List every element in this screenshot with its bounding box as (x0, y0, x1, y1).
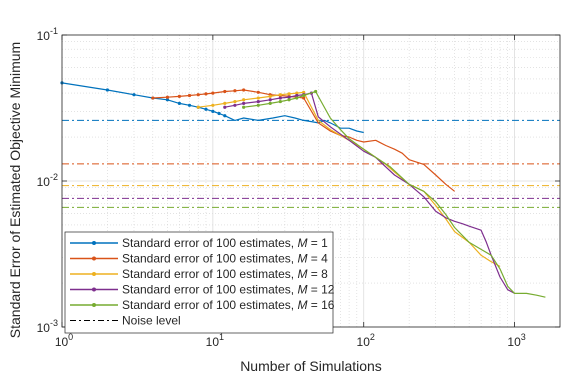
series-line-m16 (243, 90, 546, 298)
series-line-m1 (61, 82, 364, 134)
data-point-m4 (211, 91, 215, 95)
x-tick-label: 101 (206, 332, 224, 349)
data-point-m1 (223, 114, 227, 118)
data-point-m1 (211, 109, 215, 113)
data-point-m12 (287, 95, 291, 99)
x-tick-label: 100 (55, 332, 73, 349)
y-axis-label: Standard Error of Estimated Objective Mi… (7, 42, 23, 338)
tick-labels: 100 101 102 103 10-3 10-2 10-1 (37, 26, 526, 349)
legend-box (64, 231, 334, 334)
data-point-m12 (233, 103, 237, 107)
data-point-m4 (151, 96, 155, 100)
x-tick-label: 103 (507, 332, 525, 349)
legend-swatch-marker (92, 241, 96, 245)
data-point-m1 (204, 107, 208, 111)
data-point-m1 (132, 93, 136, 97)
data-point-m8 (223, 101, 227, 106)
data-point-m8 (278, 93, 282, 97)
data-point-m1 (165, 98, 170, 102)
x-axis-label: Number of Simulations (240, 358, 382, 374)
data-point-m12 (242, 101, 246, 106)
data-point-m16 (278, 99, 282, 104)
legend-swatch-marker (92, 287, 96, 292)
data-point-m16 (268, 101, 272, 106)
legend-label: Noise level (122, 314, 181, 328)
data-point-m8 (211, 103, 215, 107)
data-point-m12 (295, 93, 299, 98)
data-point-m12 (223, 105, 227, 109)
legend-label: Standard error of 100 estimates, M = 12 (122, 283, 335, 297)
data-point-m1 (177, 101, 181, 106)
data-series (60, 81, 546, 298)
data-point-m1 (187, 103, 192, 107)
legend-swatch-marker (92, 303, 96, 307)
data-point-m4 (204, 92, 208, 96)
legend-swatch-marker (92, 272, 96, 276)
data-point-m4 (223, 89, 227, 94)
legend: Standard error of 100 estimates, M = 1 St… (64, 231, 335, 334)
data-point-m4 (177, 94, 181, 98)
data-point-m12 (256, 99, 260, 104)
data-point-m8 (268, 94, 272, 98)
data-point-m8 (302, 90, 306, 94)
legend-label: Standard error of 100 estimates, M = 1 (122, 236, 328, 250)
data-point-m4 (187, 93, 192, 98)
data-point-m8 (196, 105, 200, 109)
data-point-m8 (233, 99, 237, 104)
data-point-m8 (295, 91, 299, 95)
data-point-m8 (287, 92, 291, 96)
legend-label: Standard error of 100 estimates, M = 4 (122, 252, 328, 266)
noise-level-lines (62, 119, 560, 208)
data-point-m4 (165, 95, 170, 99)
data-point-m4 (256, 90, 260, 94)
data-point-m16 (295, 96, 299, 100)
data-point-m16 (287, 98, 291, 102)
data-point-m4 (302, 96, 306, 100)
y-tick-label: 10-3 (37, 318, 58, 335)
data-point-m8 (242, 98, 246, 102)
data-point-m8 (256, 96, 260, 100)
data-point-m16 (242, 105, 246, 109)
legend-label: Standard error of 100 estimates, M = 8 (122, 267, 328, 281)
x-tick-label: 102 (357, 332, 375, 349)
data-point-m4 (233, 89, 237, 93)
data-point-m16 (256, 103, 260, 107)
y-tick-label: 10-1 (37, 26, 58, 43)
data-point-m16 (314, 89, 318, 94)
legend-swatch-marker (92, 256, 96, 261)
data-point-m12 (278, 96, 282, 100)
data-point-m4 (196, 93, 200, 97)
series-line-m12 (224, 92, 515, 294)
data-point-m4 (242, 88, 246, 92)
y-tick-label: 10-2 (37, 172, 58, 189)
data-point-m12 (268, 98, 272, 102)
data-point-m1 (105, 88, 110, 92)
legend-label: Standard error of 100 estimates, M = 16 (122, 298, 335, 312)
data-point-m1 (217, 111, 221, 116)
data-point-m16 (302, 93, 306, 98)
